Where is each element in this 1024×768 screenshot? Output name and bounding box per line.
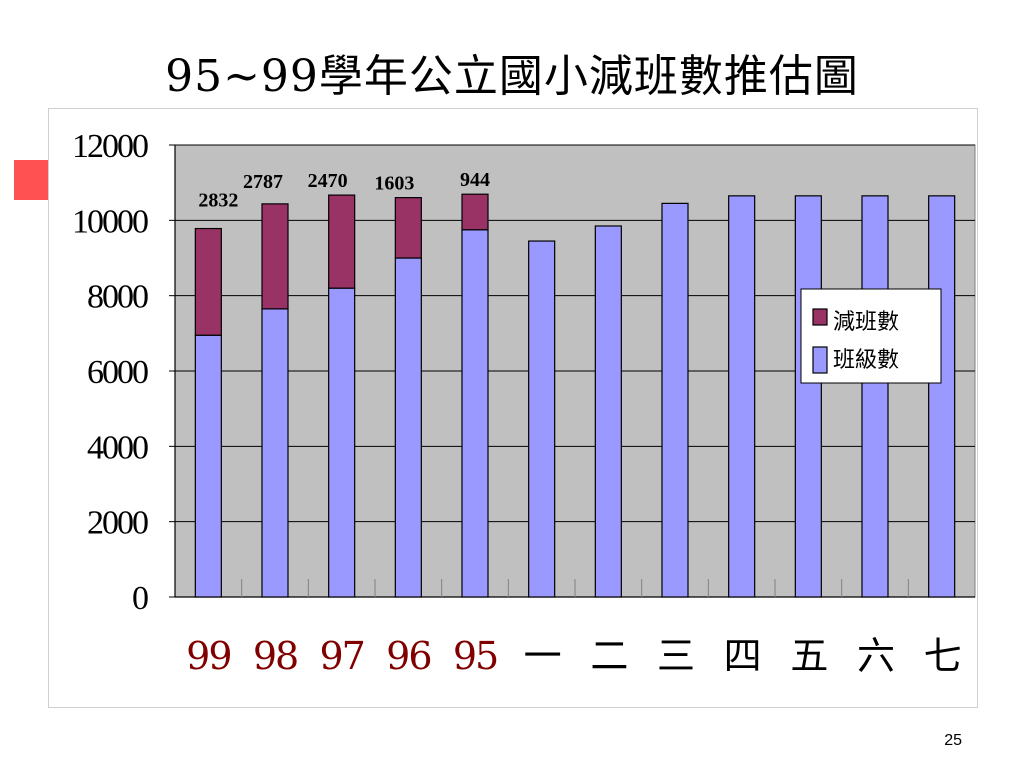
bar-classes [928, 195, 956, 598]
bar-classes [261, 308, 289, 598]
bar-classes [594, 225, 622, 598]
page-number: 25 [944, 732, 962, 749]
x-category-label: 七 [924, 634, 961, 678]
x-category-label: 六 [857, 634, 894, 678]
bar-reduced [194, 227, 222, 336]
data-label: 944 [460, 169, 490, 191]
bar-reduced [328, 194, 356, 289]
slide-title: 95~99學年公立國小減班數推估圖 [165, 51, 859, 102]
y-tick-label: 8000 [87, 279, 148, 316]
data-label: 1603 [374, 173, 414, 195]
y-tick-label: 2000 [87, 505, 148, 542]
bar-classes [661, 202, 689, 598]
y-tick-label: 0 [132, 580, 148, 617]
y-tick-label: 6000 [87, 354, 148, 391]
bar-reduced [461, 193, 489, 231]
bar-classes [194, 334, 222, 598]
x-category-label: 四 [724, 634, 760, 678]
y-tick-label: 12000 [72, 128, 148, 165]
bar-classes [394, 257, 422, 598]
x-category-label: 三 [657, 634, 693, 678]
x-category-label: 97 [319, 634, 363, 678]
legend-swatch [812, 308, 828, 326]
x-category-label: 96 [386, 634, 430, 678]
bar-classes [861, 195, 889, 598]
bar-chart: 0 2000 4000 6000 8000 10000 12000 2832 99 2787 98 2… [72, 128, 976, 678]
chart-frame: 0 2000 4000 6000 8000 10000 12000 2832 99 2787 98 2… [48, 108, 978, 708]
legend-label: 班級數 [833, 348, 899, 373]
x-category-label: 99 [186, 634, 230, 678]
x-category-label: 二 [590, 634, 626, 678]
x-category-label: 98 [253, 634, 297, 678]
legend-swatch [812, 346, 828, 374]
legend-label: 減班數 [833, 310, 899, 335]
bar-classes [728, 195, 756, 598]
y-tick-label: 4000 [87, 429, 148, 466]
data-label: 2470 [308, 170, 348, 192]
data-label: 2787 [243, 171, 283, 193]
bar-classes [528, 240, 556, 598]
bar-classes [461, 229, 489, 598]
data-label: 2832 [198, 190, 238, 212]
bar-classes [328, 287, 356, 598]
x-category-label: 95 [453, 634, 497, 678]
y-tick-label: 10000 [72, 203, 148, 240]
x-category-label: 五 [790, 634, 826, 678]
bar-classes [794, 195, 822, 598]
bar-reduced [394, 197, 422, 259]
x-category-label: 一 [524, 634, 561, 678]
bar-reduced [261, 203, 289, 310]
